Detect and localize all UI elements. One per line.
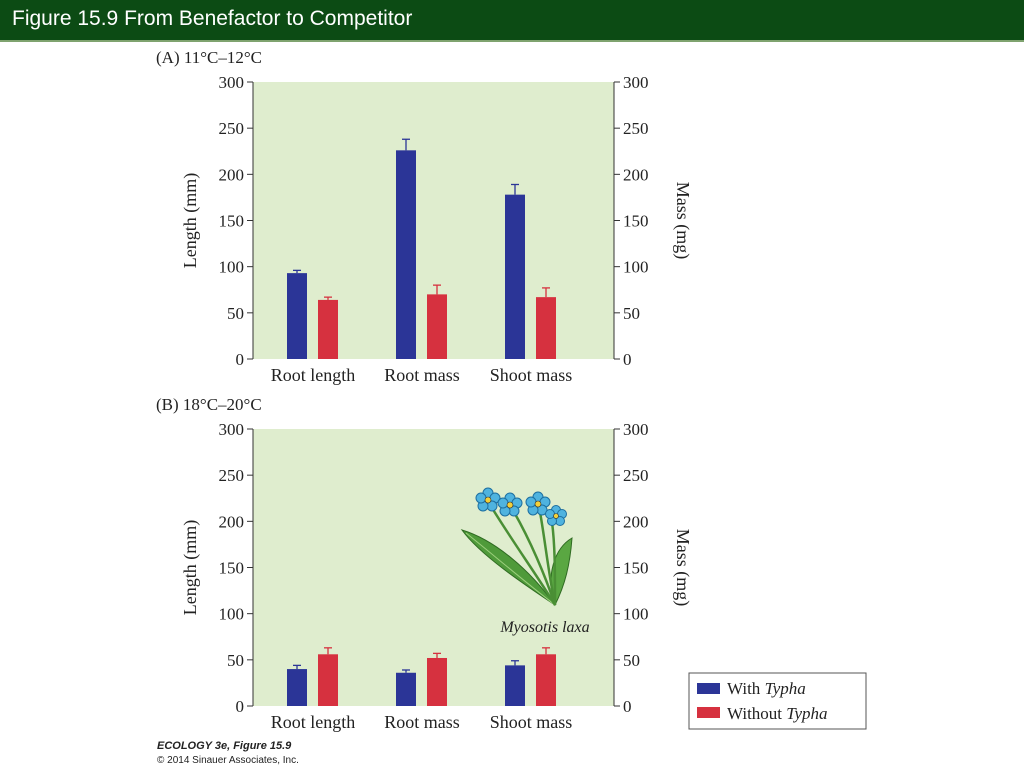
tick-label-left: 100: [219, 258, 245, 277]
tick-label-right: 200: [623, 165, 649, 184]
tick-label-left: 300: [219, 73, 245, 92]
tick-label-right: 0: [623, 350, 632, 369]
bar: [427, 657, 447, 706]
tick-label-right: 300: [623, 73, 649, 92]
tick-label-left: 250: [219, 119, 245, 138]
bar: [318, 654, 338, 706]
tick-label-left: 300: [219, 420, 245, 439]
flower-4: [545, 505, 567, 526]
tick-label-left: 200: [219, 512, 245, 531]
bar: [505, 665, 525, 706]
bar: [287, 669, 307, 706]
bar: [287, 273, 307, 359]
bar: [396, 150, 416, 359]
tick-label-right: 250: [623, 466, 649, 485]
tick-label-right: 150: [623, 212, 649, 231]
tick-label-left: 100: [219, 605, 245, 624]
flower-3: [525, 491, 551, 516]
category-label: Shoot mass: [490, 365, 573, 385]
illustration-caption: Myosotis laxa: [499, 619, 589, 636]
tick-label-left: 200: [219, 165, 245, 184]
flower-1: [475, 487, 501, 512]
panel-title: (A) 11°C–12°C: [156, 48, 262, 67]
legend: With Typha Without Typha: [688, 672, 867, 730]
tick-label-left: 150: [219, 559, 245, 578]
bar: [396, 672, 416, 706]
tick-label-right: 100: [623, 605, 649, 624]
tick-label-left: 50: [227, 304, 244, 323]
category-label: Root mass: [384, 365, 460, 385]
tick-label-left: 0: [236, 350, 245, 369]
panel-b: (B) 18°C–20°C 0 0 50 50 100 100 150 150 200 200 250…: [156, 395, 693, 732]
category-label: Root length: [271, 365, 356, 385]
category-label: Root length: [271, 712, 356, 732]
legend-swatch-with: [697, 683, 720, 694]
y2-axis-label: Mass (mg): [672, 182, 693, 260]
bar: [536, 654, 556, 706]
credit-source: ECOLOGY 3e, Figure 15.9: [157, 740, 292, 752]
tick-label-right: 250: [623, 119, 649, 138]
leaf-left: [460, 529, 556, 606]
y-axis-label: Length (mm): [180, 173, 201, 268]
tick-label-right: 300: [623, 420, 649, 439]
bar: [536, 297, 556, 359]
tick-label-right: 200: [623, 512, 649, 531]
tick-label-right: 50: [623, 651, 640, 670]
legend-box: [688, 672, 867, 730]
tick-label-right: 100: [623, 258, 649, 277]
credit-copyright: © 2014 Sinauer Associates, Inc.: [157, 755, 299, 766]
bar: [505, 194, 525, 359]
myosotis-illustration: Myosotis laxa: [460, 487, 590, 636]
stems: [490, 507, 557, 606]
page-title: Figure 15.9 From Benefactor to Competito…: [12, 7, 413, 30]
category-label: Shoot mass: [490, 712, 573, 732]
legend-label-without: Without Typha: [727, 704, 828, 723]
bar: [427, 294, 447, 359]
panel-a: (A) 11°C–12°C 0 0 50 50 100 100 150 150 200 200 250…: [156, 48, 693, 385]
bar: [318, 299, 338, 359]
panel-title: (B) 18°C–20°C: [156, 395, 262, 414]
y2-axis-label: Mass (mg): [672, 529, 693, 607]
tick-label-left: 50: [227, 651, 244, 670]
legend-label-with: With Typha: [727, 679, 806, 698]
title-bar: Figure 15.9 From Benefactor to Competito…: [0, 0, 1024, 42]
tick-label-right: 0: [623, 697, 632, 716]
category-label: Root mass: [384, 712, 460, 732]
y-axis-label: Length (mm): [180, 520, 201, 615]
tick-label-right: 150: [623, 559, 649, 578]
legend-swatch-without: [697, 707, 720, 718]
tick-label-left: 0: [236, 697, 245, 716]
tick-label-left: 150: [219, 212, 245, 231]
flower-2: [497, 492, 523, 517]
tick-label-left: 250: [219, 466, 245, 485]
tick-label-right: 50: [623, 304, 640, 323]
